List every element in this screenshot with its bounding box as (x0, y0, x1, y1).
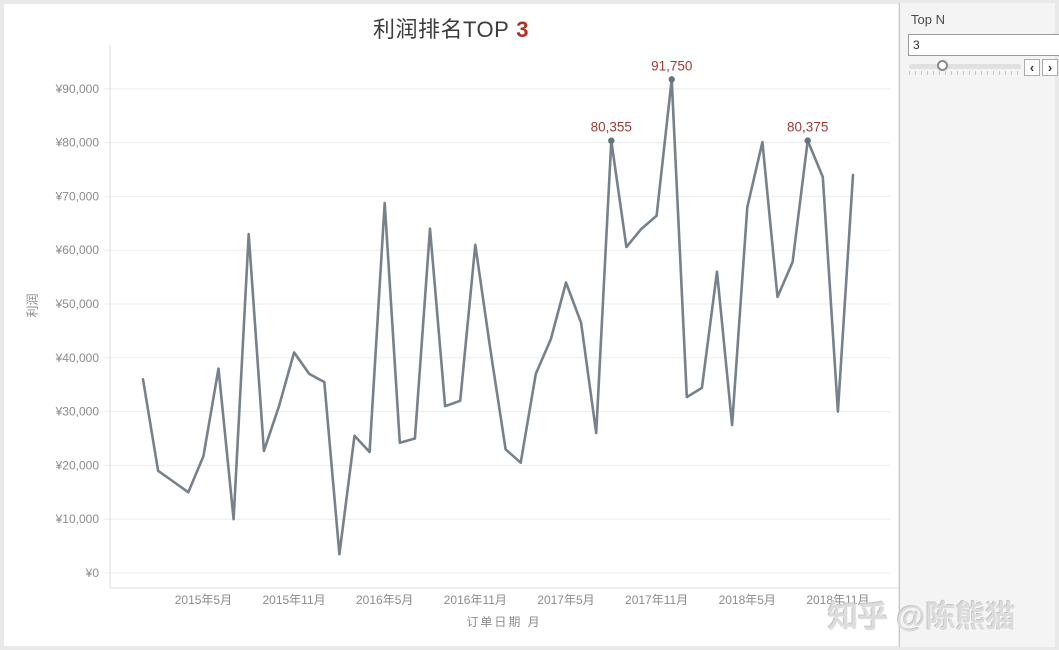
topn-slider-track[interactable] (909, 64, 1021, 69)
topn-decrement-button[interactable]: ‹ (1024, 59, 1040, 76)
topn-slider-thumb[interactable] (937, 60, 948, 71)
chevron-left-icon: ‹ (1029, 59, 1035, 75)
parameter-panel: Top N ‹ › (899, 3, 1059, 647)
topn-input[interactable] (908, 34, 1059, 56)
page-title-text: 利润排名TOP (372, 17, 510, 42)
x-axis-title: 订单日期 月 (466, 615, 542, 629)
topn-slider-ticks (909, 71, 1021, 75)
chevron-right-icon: › (1047, 59, 1053, 75)
page-title-topn-value: 3 (516, 17, 530, 42)
y-axis-title: 利润 (25, 293, 40, 318)
topn-parameter-label: Top N (911, 12, 945, 27)
topn-increment-button[interactable]: › (1042, 59, 1058, 76)
page-title: 利润排名TOP 3 (4, 12, 898, 44)
profit-line[interactable] (141, 78, 855, 556)
chart-card (4, 4, 898, 646)
